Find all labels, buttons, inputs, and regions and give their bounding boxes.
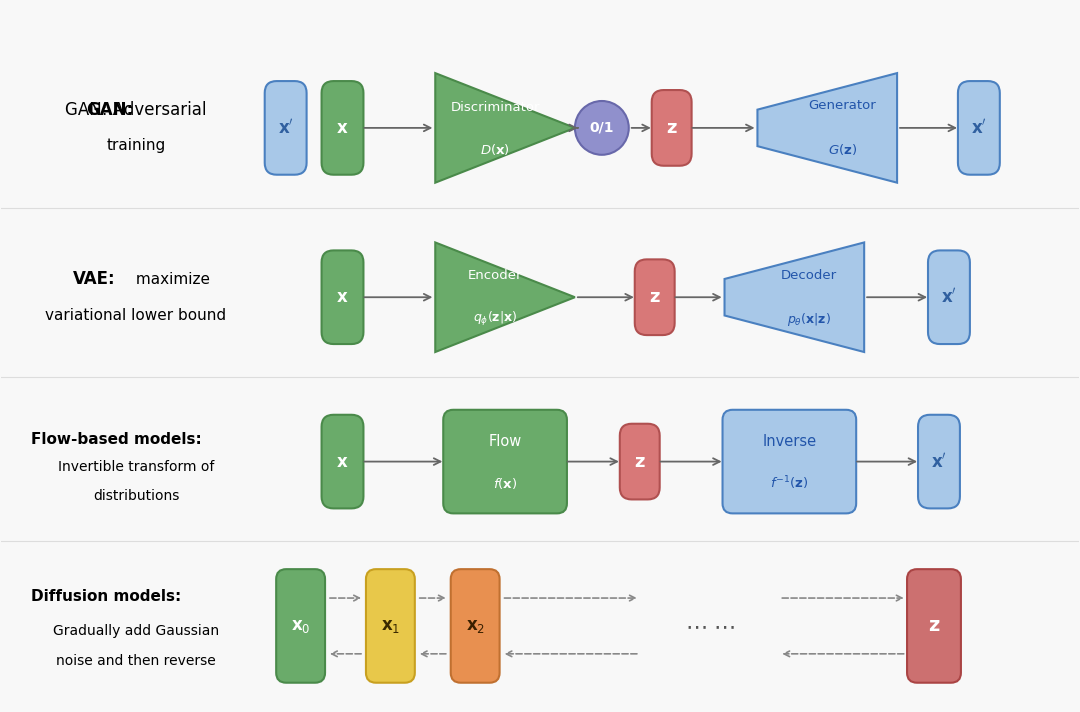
Text: $\mathbf{x}$: $\mathbf{x}$	[336, 119, 349, 137]
FancyBboxPatch shape	[265, 81, 307, 174]
Text: $\mathbf{x}'$: $\mathbf{x}'$	[941, 288, 957, 307]
Text: Invertible transform of: Invertible transform of	[58, 459, 214, 473]
Text: $\mathbf{x}_1$: $\mathbf{x}_1$	[381, 617, 400, 635]
Text: $D(\mathbf{x})$: $D(\mathbf{x})$	[481, 142, 510, 157]
Text: maximize: maximize	[131, 272, 210, 287]
Text: $q_\phi(\mathbf{z}|\mathbf{x})$: $q_\phi(\mathbf{z}|\mathbf{x})$	[473, 310, 517, 328]
Polygon shape	[435, 73, 575, 183]
FancyBboxPatch shape	[651, 90, 691, 166]
Text: GAN:: GAN:	[86, 101, 133, 119]
Text: $\mathbf{x}'$: $\mathbf{x}'$	[278, 118, 294, 137]
FancyBboxPatch shape	[918, 415, 960, 508]
FancyBboxPatch shape	[928, 251, 970, 344]
Text: $p_\theta(\mathbf{x}|\mathbf{z})$: $p_\theta(\mathbf{x}|\mathbf{z})$	[787, 310, 832, 328]
Text: noise and then reverse: noise and then reverse	[56, 654, 216, 668]
FancyBboxPatch shape	[723, 410, 856, 513]
Text: distributions: distributions	[93, 489, 179, 503]
Text: $\mathbf{x}$: $\mathbf{x}$	[336, 288, 349, 306]
Text: $G(\mathbf{z})$: $G(\mathbf{z})$	[827, 142, 856, 157]
Text: 0/1: 0/1	[590, 121, 615, 135]
FancyBboxPatch shape	[322, 81, 364, 174]
Text: $f^{-1}(\mathbf{z})$: $f^{-1}(\mathbf{z})$	[770, 475, 809, 492]
FancyBboxPatch shape	[322, 251, 364, 344]
Text: Flow-based models:: Flow-based models:	[31, 432, 202, 447]
Text: $\mathbf{x}'$: $\mathbf{x}'$	[931, 452, 947, 471]
Text: Diffusion models:: Diffusion models:	[31, 589, 181, 604]
Polygon shape	[757, 73, 897, 183]
FancyBboxPatch shape	[620, 424, 660, 499]
Text: variational lower bound: variational lower bound	[45, 308, 227, 323]
Polygon shape	[435, 243, 575, 352]
Text: Discriminator: Discriminator	[450, 102, 540, 115]
FancyBboxPatch shape	[450, 569, 500, 683]
Text: $f(\mathbf{x})$: $f(\mathbf{x})$	[492, 476, 517, 491]
Text: $\mathbf{z}$: $\mathbf{z}$	[634, 453, 646, 471]
Text: $\cdots\;\cdots$: $\cdots\;\cdots$	[685, 616, 734, 636]
Text: $\mathbf{x}_2$: $\mathbf{x}_2$	[465, 617, 485, 635]
FancyBboxPatch shape	[958, 81, 1000, 174]
Text: Decoder: Decoder	[781, 269, 837, 282]
Text: $\mathbf{x}_0$: $\mathbf{x}_0$	[291, 617, 310, 635]
Text: Inverse: Inverse	[762, 434, 816, 449]
Text: VAE:: VAE:	[73, 271, 116, 288]
Text: $\mathbf{x}'$: $\mathbf{x}'$	[971, 118, 987, 137]
FancyBboxPatch shape	[322, 415, 364, 508]
FancyBboxPatch shape	[907, 569, 961, 683]
Text: $\mathbf{z}$: $\mathbf{z}$	[666, 119, 677, 137]
Text: Gradually add Gaussian: Gradually add Gaussian	[53, 624, 219, 638]
Text: training: training	[107, 138, 165, 153]
Text: Flow: Flow	[488, 434, 522, 449]
Text: $\mathbf{x}$: $\mathbf{x}$	[336, 453, 349, 471]
FancyBboxPatch shape	[276, 569, 325, 683]
Circle shape	[575, 101, 629, 155]
FancyBboxPatch shape	[443, 410, 567, 513]
Text: Encoder: Encoder	[468, 269, 523, 282]
Text: $\mathbf{z}$: $\mathbf{z}$	[928, 617, 941, 635]
FancyBboxPatch shape	[635, 259, 675, 335]
Polygon shape	[725, 243, 864, 352]
Text: Generator: Generator	[808, 100, 876, 112]
Text: GAN: Adversarial: GAN: Adversarial	[65, 101, 206, 119]
FancyBboxPatch shape	[366, 569, 415, 683]
Text: $\mathbf{z}$: $\mathbf{z}$	[649, 288, 661, 306]
